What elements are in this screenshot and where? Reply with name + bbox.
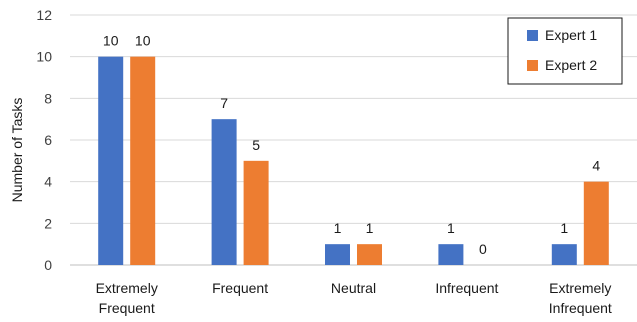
legend-label: Expert 2 xyxy=(545,57,597,73)
x-category-label: Frequent xyxy=(99,300,155,316)
legend-swatch xyxy=(527,30,538,41)
bar xyxy=(130,56,156,265)
data-label: 4 xyxy=(592,158,600,174)
x-category-label: Frequent xyxy=(212,280,268,296)
x-axis-categories: Extremely Frequent Frequent Neutral Infreque… xyxy=(96,280,612,316)
legend-box xyxy=(507,17,623,85)
y-tick-label: 4 xyxy=(44,174,52,190)
data-label: 10 xyxy=(103,33,119,49)
x-category-label: Infrequent xyxy=(435,280,498,296)
bar xyxy=(211,119,237,266)
y-tick-label: 8 xyxy=(44,90,52,106)
bar xyxy=(98,56,124,265)
y-axis-label: Number of Tasks xyxy=(9,98,25,203)
data-label: 5 xyxy=(252,137,260,153)
bar xyxy=(243,160,269,265)
x-category-label: Extremely xyxy=(549,280,611,296)
y-tick-label: 12 xyxy=(36,7,52,23)
x-category-label: Extremely xyxy=(96,280,158,296)
y-axis-ticks: 0 2 4 6 8 10 12 xyxy=(36,7,52,273)
y-tick-label: 6 xyxy=(44,132,52,148)
bar xyxy=(438,244,464,265)
bars xyxy=(98,56,609,266)
bar xyxy=(583,181,609,265)
y-tick-label: 0 xyxy=(44,257,52,273)
legend-label: Expert 1 xyxy=(545,27,597,43)
legend-swatch xyxy=(527,60,538,71)
data-label: 7 xyxy=(220,95,228,111)
x-category-label: Neutral xyxy=(331,280,376,296)
y-tick-label: 10 xyxy=(36,49,52,65)
data-label: 1 xyxy=(447,220,455,236)
gridlines xyxy=(70,14,637,266)
data-label: 10 xyxy=(135,33,151,49)
bar xyxy=(357,244,382,265)
data-label: 0 xyxy=(479,241,487,257)
data-label: 1 xyxy=(334,220,342,236)
legend: Expert 1 Expert 2 xyxy=(507,17,623,85)
y-tick-label: 2 xyxy=(44,215,52,231)
bar xyxy=(325,244,350,265)
data-label: 1 xyxy=(366,220,374,236)
data-label: 1 xyxy=(560,220,568,236)
bar xyxy=(551,244,577,265)
x-category-label: Infrequent xyxy=(549,300,612,316)
